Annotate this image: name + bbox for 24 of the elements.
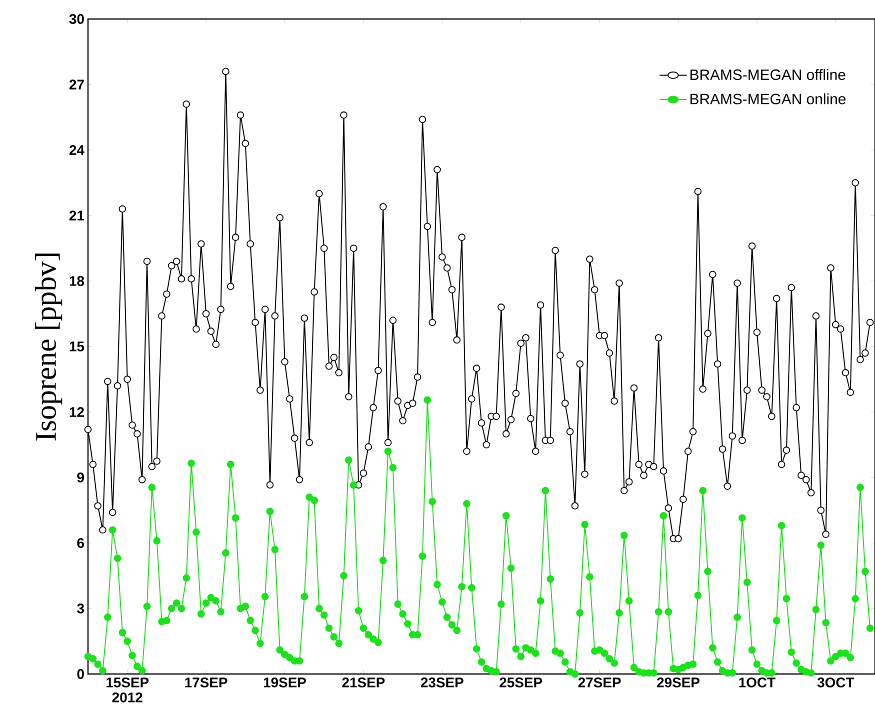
x-tick-label: 3OCT [817, 678, 854, 688]
y-tick-label: 12 [70, 407, 84, 417]
x-tick-label: 15SEP 2012 [106, 678, 149, 702]
y-tick-label: 9 [77, 472, 84, 482]
y-tick-label: 6 [77, 538, 84, 548]
y-tick-label: 21 [69, 210, 84, 220]
y-tick-label: 3 [77, 604, 84, 614]
y-tick-label: 24 [69, 145, 84, 155]
y-axis-title: Isoprene [ppbv] [35, 254, 62, 440]
x-tick-label: 29SEP [657, 678, 700, 688]
x-tick-label: 19SEP [264, 678, 306, 688]
legend-label: BRAMS-MEGAN online [690, 93, 846, 104]
x-tick-label: 17SEP [185, 678, 228, 688]
x-tick-label: 21SEP [342, 678, 385, 688]
y-tick-label: 18 [70, 276, 84, 286]
y-tick-label: 30 [69, 14, 84, 24]
y-tick-label: 27 [69, 80, 84, 90]
x-tick-label: 25SEP [500, 678, 542, 688]
y-tick-label: 0 [77, 669, 84, 679]
x-tick-label: 23SEP [420, 678, 464, 688]
y-tick-label: 15 [70, 342, 84, 352]
legend-label: BRAMS-MEGAN offline [690, 69, 846, 80]
x-tick-label: 1OCT [739, 678, 776, 688]
x-tick-label: 27SEP [578, 678, 621, 688]
